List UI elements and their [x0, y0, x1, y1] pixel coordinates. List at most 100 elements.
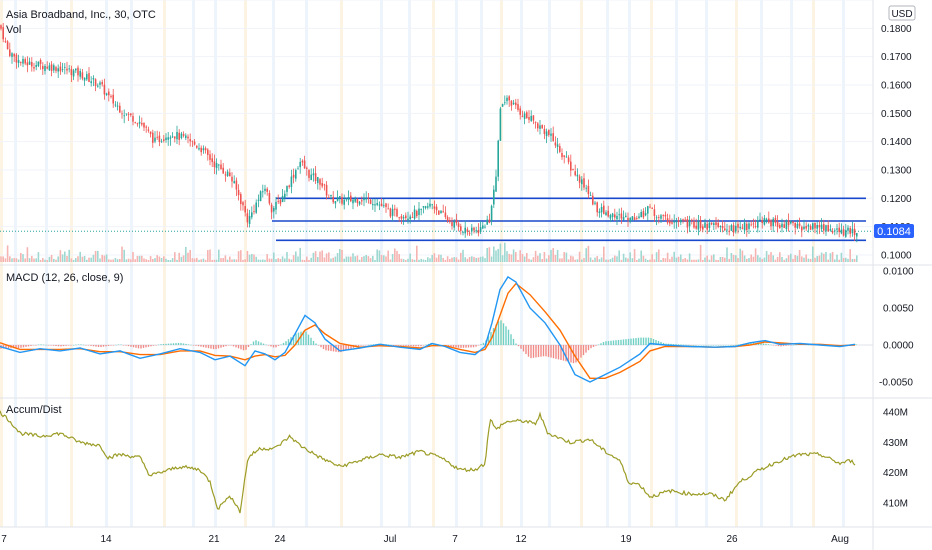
symbol-title[interactable]: Asia Broadband, Inc., 30, OTC — [6, 9, 156, 21]
candle-body — [783, 224, 785, 228]
candle-body — [284, 193, 286, 198]
volume-bar — [75, 258, 77, 262]
macd-histogram-bar — [267, 345, 270, 346]
candle-body — [246, 213, 249, 223]
macd-histogram-bar — [372, 344, 375, 345]
currency-badge[interactable]: USD — [888, 5, 916, 21]
candle-body — [354, 198, 356, 202]
candle-body — [664, 214, 667, 217]
macd-histogram-bar — [640, 337, 642, 345]
volume-bar — [442, 257, 444, 262]
macd-title[interactable]: MACD (12, 26, close, 9) — [6, 272, 123, 284]
macd-histogram-bar — [212, 345, 215, 350]
volume-bar — [171, 258, 174, 262]
candle-body — [152, 132, 154, 143]
macd-histogram-bar — [500, 320, 502, 345]
candle-body — [160, 141, 163, 143]
candle-body — [827, 225, 829, 232]
volume-bar — [101, 254, 103, 262]
macd-histogram-bar — [310, 337, 312, 345]
macd-histogram-bar — [272, 345, 275, 348]
candle-body — [519, 108, 521, 115]
macd-histogram-bar — [622, 339, 625, 345]
macd-histogram-bar — [645, 337, 647, 345]
volume-bar — [506, 251, 508, 262]
volume-bar — [512, 249, 515, 262]
volume-bar — [286, 252, 288, 262]
volume-bar — [376, 249, 378, 262]
macd-histogram-bar — [675, 344, 677, 345]
macd-histogram-bar — [427, 343, 430, 345]
accum-dist-title[interactable]: Accum/Dist — [6, 404, 62, 416]
volume-bar — [693, 259, 695, 262]
candle-body — [154, 137, 156, 142]
volume-bar — [306, 256, 308, 262]
macd-histogram-bar — [812, 345, 815, 346]
candle-body — [182, 134, 185, 136]
candle-body — [299, 161, 301, 168]
macd-histogram-bar — [702, 345, 705, 346]
macd-histogram-bar — [507, 329, 510, 345]
candle-body — [609, 215, 612, 219]
macd-histogram-bar — [190, 344, 192, 346]
volume-bar — [231, 259, 233, 262]
candle-body — [231, 176, 233, 182]
macd-histogram-bar — [600, 343, 602, 345]
volume-bar — [4, 258, 7, 262]
macd-histogram-bar — [665, 343, 667, 345]
volume-label[interactable]: Vol — [6, 24, 21, 36]
volume-bar — [765, 251, 768, 262]
candle-body — [812, 223, 814, 230]
macd-histogram-bar — [625, 339, 627, 345]
macd-histogram-bar — [467, 345, 470, 348]
candle-body — [583, 178, 585, 188]
volume-bar — [37, 252, 40, 262]
candle-body — [651, 208, 653, 209]
volume-bar — [312, 252, 315, 262]
macd-histogram-bar — [260, 342, 262, 345]
candle-body — [796, 223, 799, 228]
volume-bar — [495, 250, 497, 262]
macd-histogram-bar — [120, 344, 122, 345]
candle-body — [138, 121, 141, 124]
macd-histogram-bar — [560, 345, 562, 361]
candle-body — [490, 205, 493, 221]
candle-body — [776, 221, 779, 227]
session-band — [628, 0, 631, 527]
volume-bar — [290, 259, 293, 262]
volume-bar — [356, 255, 359, 262]
macd-histogram-bar — [140, 345, 142, 349]
macd-histogram-bar — [410, 345, 412, 347]
volume-bar — [176, 259, 178, 262]
macd-histogram-bar — [460, 345, 462, 348]
volume-bar — [706, 255, 708, 262]
candle-body — [728, 230, 730, 232]
macd-histogram-bar — [777, 345, 780, 347]
candle-body — [431, 204, 433, 206]
macd-histogram-bar — [762, 343, 765, 345]
horizontal-levels[interactable] — [0, 197, 873, 242]
macd-histogram-bar — [32, 345, 35, 346]
candle-body — [541, 125, 543, 129]
macd-histogram-bar — [257, 341, 260, 345]
candle-body — [306, 167, 308, 169]
candle-body — [616, 215, 618, 220]
volume-bar — [321, 250, 323, 262]
volume-bar — [242, 259, 244, 262]
macd-histogram-bar — [400, 345, 402, 346]
candle-body — [26, 62, 29, 66]
volume-bar — [620, 259, 623, 262]
time-axis[interactable]: 7 14 21 24 Jul 7 12 19 26 Aug — [1, 534, 849, 545]
candle-body — [295, 170, 297, 179]
candle-body — [570, 161, 572, 171]
candle-body — [81, 72, 84, 79]
macd-histogram-bar — [172, 343, 175, 345]
macd-histogram-bar — [570, 345, 572, 363]
macd-histogram-bar — [62, 345, 65, 347]
macd-histogram-bar — [775, 345, 777, 346]
macd-histogram-bar — [732, 345, 735, 346]
volume-bar — [180, 256, 183, 262]
volume-bar — [803, 257, 805, 262]
volume-bar — [416, 245, 418, 262]
